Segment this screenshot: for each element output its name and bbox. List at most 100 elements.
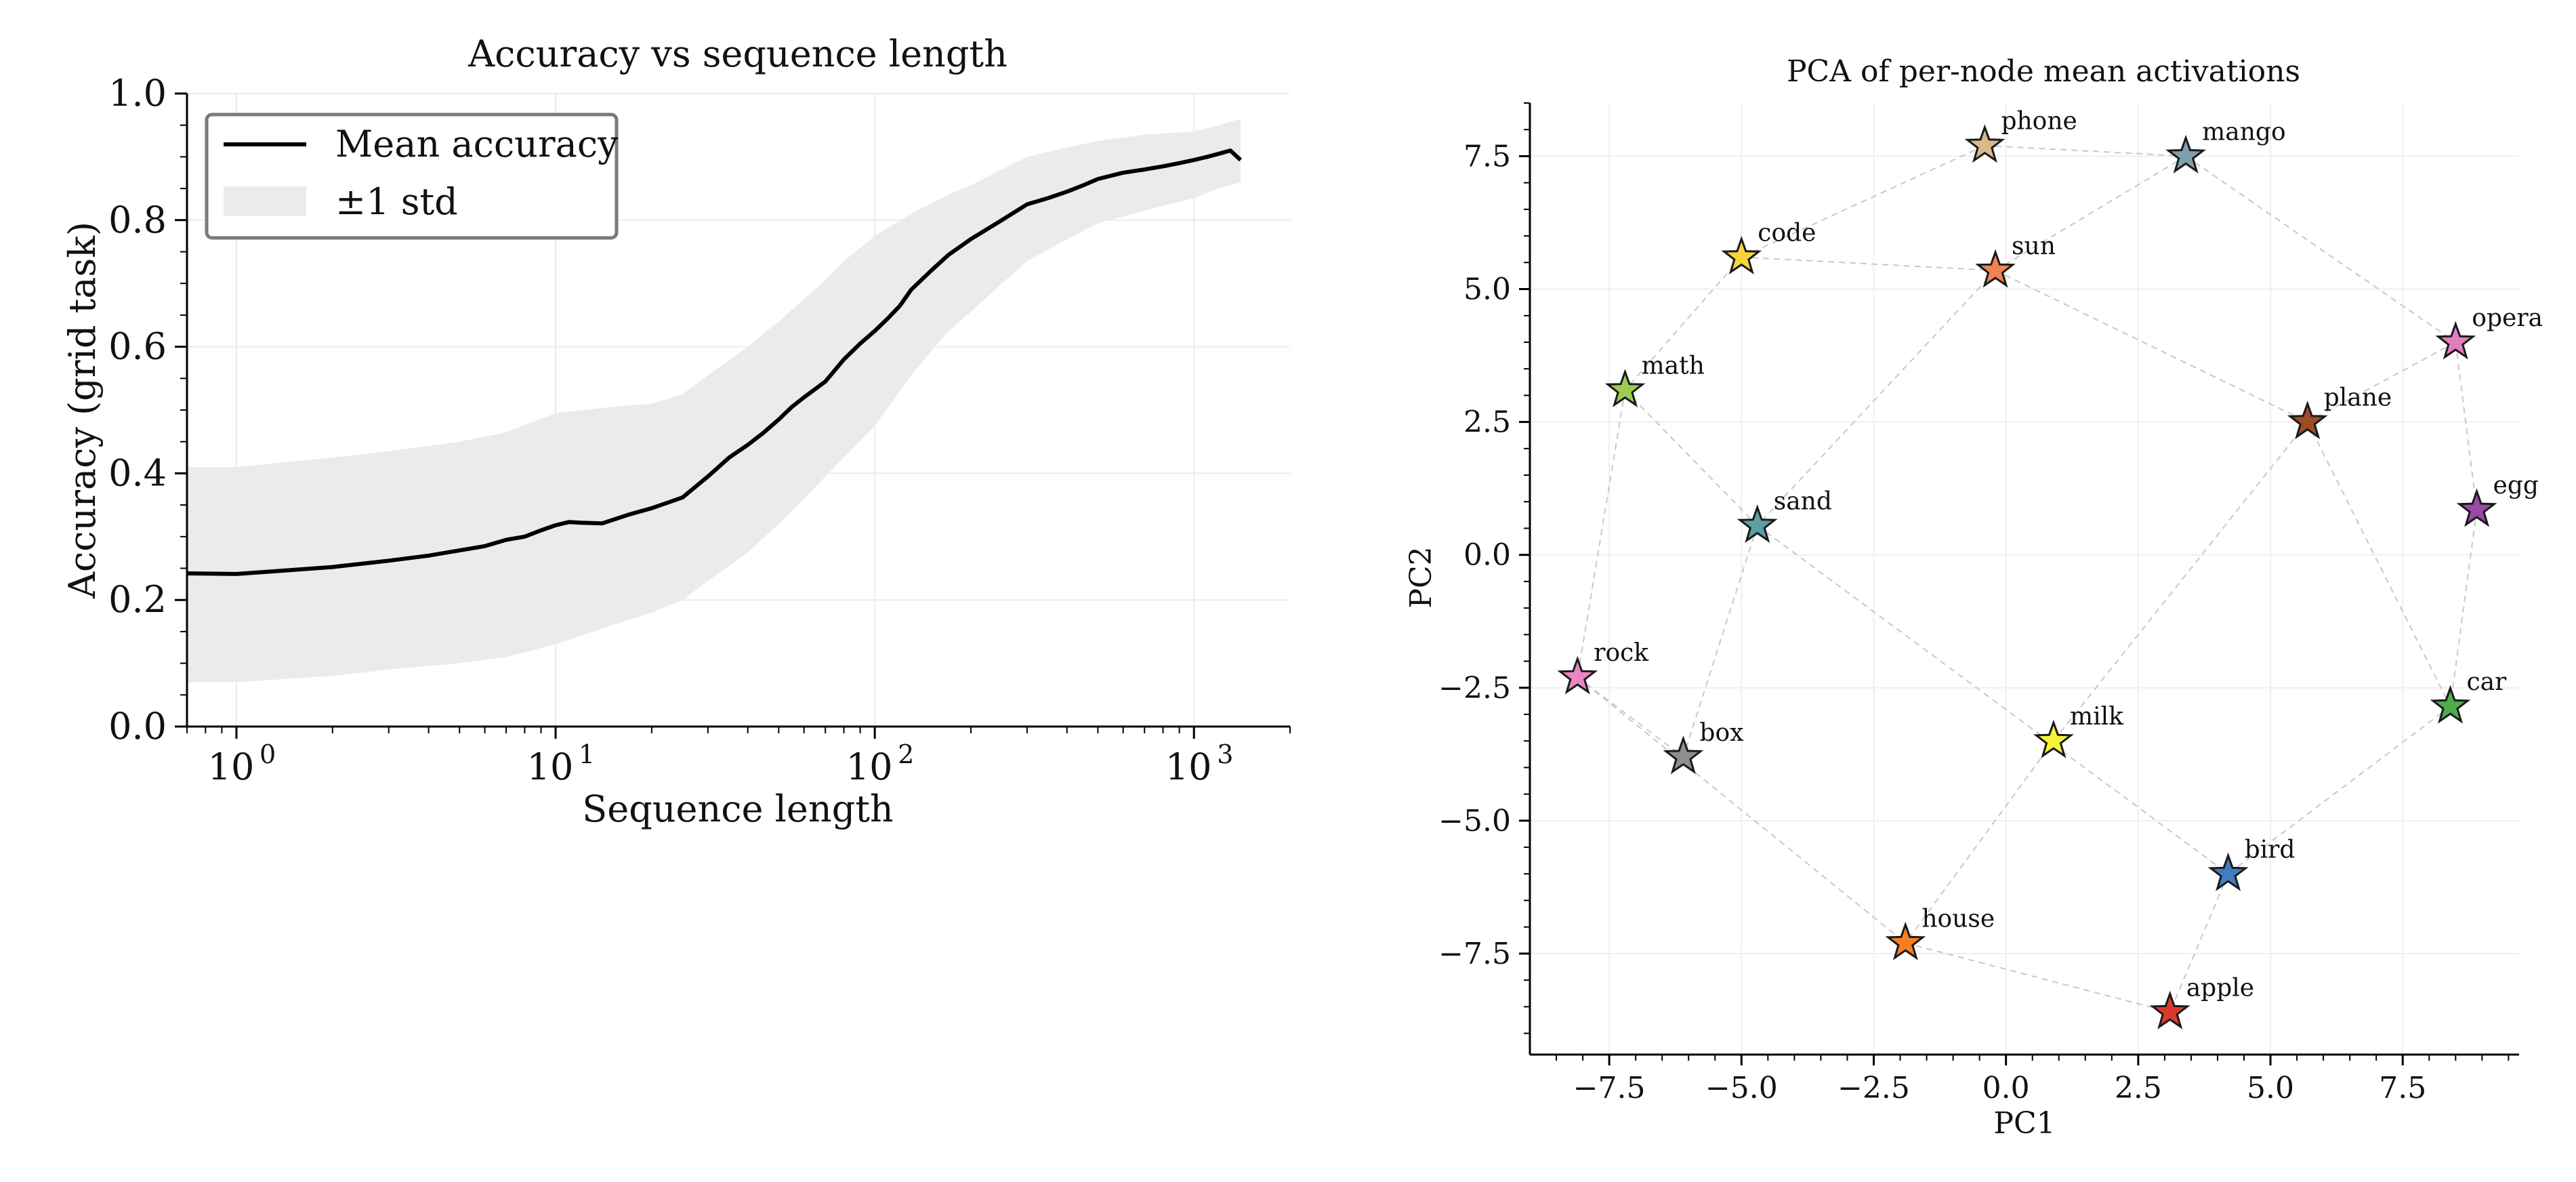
point-star-sand [1737,504,1778,544]
mean-accuracy-line [186,148,1243,576]
graph-edge [1905,740,2054,943]
point-label-code: code [1758,219,1816,247]
point-label-phone: phone [2001,108,2077,136]
point-star-box [1663,735,1704,775]
graph-edge [1682,525,1758,758]
graph-edge [2185,155,2456,343]
graph-edge [1995,270,2308,423]
accuracy-chart-ticks: 10 0 10 1 10 2 10 30.00.20.40.60.81.0 [108,72,1291,788]
point-star-bird [2207,852,2249,891]
point-star-mango [2165,134,2207,174]
point-label-sun: sun [2012,232,2056,260]
pca-chart-ticks: −7.5 −5.0 −2.5 0.0 2.5 5.0 7.5 7.5 5.0 2.5 0.0 −2.5… [1438,102,2510,1105]
point-label-house: house [1921,905,1995,933]
legend-frame [205,113,619,240]
point-star-sun [1975,249,2016,288]
accuracy-chart-y-axis-label: Accuracy (grid task) [61,222,104,599]
x-tick-label: 10 [846,746,893,788]
graph-edge [2449,509,2478,707]
x-tick-exponent: 1 [579,739,595,769]
x-tick-label: 0.0 [1982,1071,2030,1105]
y-tick-label: 1.0 [108,72,167,115]
x-tick-label: 10 [208,746,255,788]
pca-chart-grid [1530,103,2519,1055]
graph-edge [1757,525,2229,875]
point-star-opera [2435,321,2476,360]
point-label-math: math [1642,352,1705,380]
graph-edge [2306,422,2451,707]
point-label-apple: apple [2186,974,2254,1002]
accuracy-chart-legend: Mean accuracy ±1 std [205,113,619,240]
x-tick-label: −2.5 [1837,1071,1910,1105]
point-star-egg [2456,488,2497,527]
pca-chart: −7.5 −5.0 −2.5 0.0 2.5 5.0 7.5 7.5 5.0 2.5 0.0 −2.5… [1404,54,2543,1141]
point-label-egg: egg [2493,472,2539,500]
point-label-rock: rock [1594,639,1649,667]
graph-edge [1741,144,1985,258]
x-tick-label: 2.5 [2115,1071,2162,1105]
y-tick-label: −7.5 [1438,937,1511,971]
point-label-bird: bird [2245,836,2295,863]
point-label-opera: opera [2472,304,2543,332]
accuracy-chart-x-axis-label: Sequence length [582,788,893,830]
y-tick-label: 2.5 [1463,405,1511,440]
point-label-milk: milk [2070,703,2124,731]
pca-chart-x-axis-label: PC1 [1993,1106,2055,1141]
point-star-car [2430,685,2471,724]
legend-label-std-band: ±1 std [335,180,458,223]
point-star-rock [1557,655,1598,695]
y-tick-label: 0.0 [1463,538,1511,573]
point-star-apple [2149,990,2190,1030]
point-label-mango: mango [2202,118,2286,146]
graph-edge [1577,676,1906,944]
y-tick-label: −5.0 [1438,804,1511,838]
pca-chart-axes [1529,103,2519,1056]
point-star-house [1885,921,1926,960]
y-tick-label: 0.0 [108,705,167,748]
point-star-milk [2033,719,2074,758]
point-label-sand: sand [1774,488,1832,516]
y-tick-label: 0.4 [108,451,167,494]
y-tick-label: 7.5 [1463,139,1511,174]
accuracy-chart-title: Accuracy vs sequence length [468,33,1007,75]
graph-edge [1985,144,2186,157]
y-tick-label: −2.5 [1438,671,1511,706]
x-tick-exponent: 0 [259,739,276,769]
graph-edge [1624,389,1758,527]
graph-edge [1756,270,1996,527]
legend-swatch-std-band [224,186,306,216]
graph-edge [1995,155,2186,271]
point-star-plane [2287,401,2328,440]
graph-edge [2227,706,2451,875]
point-star-math [1604,369,1646,408]
graph-edge [1624,256,1743,391]
graph-edge [1577,676,1684,758]
graph-edge [2169,873,2229,1013]
graph-edge [2053,421,2308,741]
x-tick-label: 5.0 [2247,1071,2294,1105]
graph-edge [1905,942,2170,1013]
x-tick-label: −7.5 [1573,1071,1646,1105]
x-tick-exponent: 2 [898,739,914,769]
x-tick-label: 10 [1165,746,1212,788]
point-label-plane: plane [2324,384,2392,412]
y-tick-label: 0.2 [108,578,167,621]
point-label-car: car [2467,668,2508,696]
graph-edge [1577,390,1626,678]
legend-label-mean-accuracy: Mean accuracy [335,123,619,165]
pca-chart-y-axis-label: PC2 [1404,546,1438,608]
x-tick-label: −5.0 [1705,1071,1778,1105]
x-tick-label: 7.5 [2379,1071,2426,1105]
y-tick-label: 0.6 [108,325,167,368]
pca-chart-title: PCA of per-node mean activations [1787,54,2300,89]
accuracy-chart: 10 0 10 1 10 2 10 30.00.20.40.60.81.0 Accuracy … [61,33,1291,830]
graph-edge [1741,256,1996,272]
std-band [187,119,1241,682]
y-tick-label: 0.8 [108,199,167,241]
pca-chart-edges [1577,144,2478,1013]
point-star-phone [1964,124,2006,163]
y-tick-label: 5.0 [1463,272,1511,307]
point-star-code [1721,236,1762,274]
pca-chart-points: phone mango code sun opera math plane egg sand ro… [1557,108,2543,1030]
